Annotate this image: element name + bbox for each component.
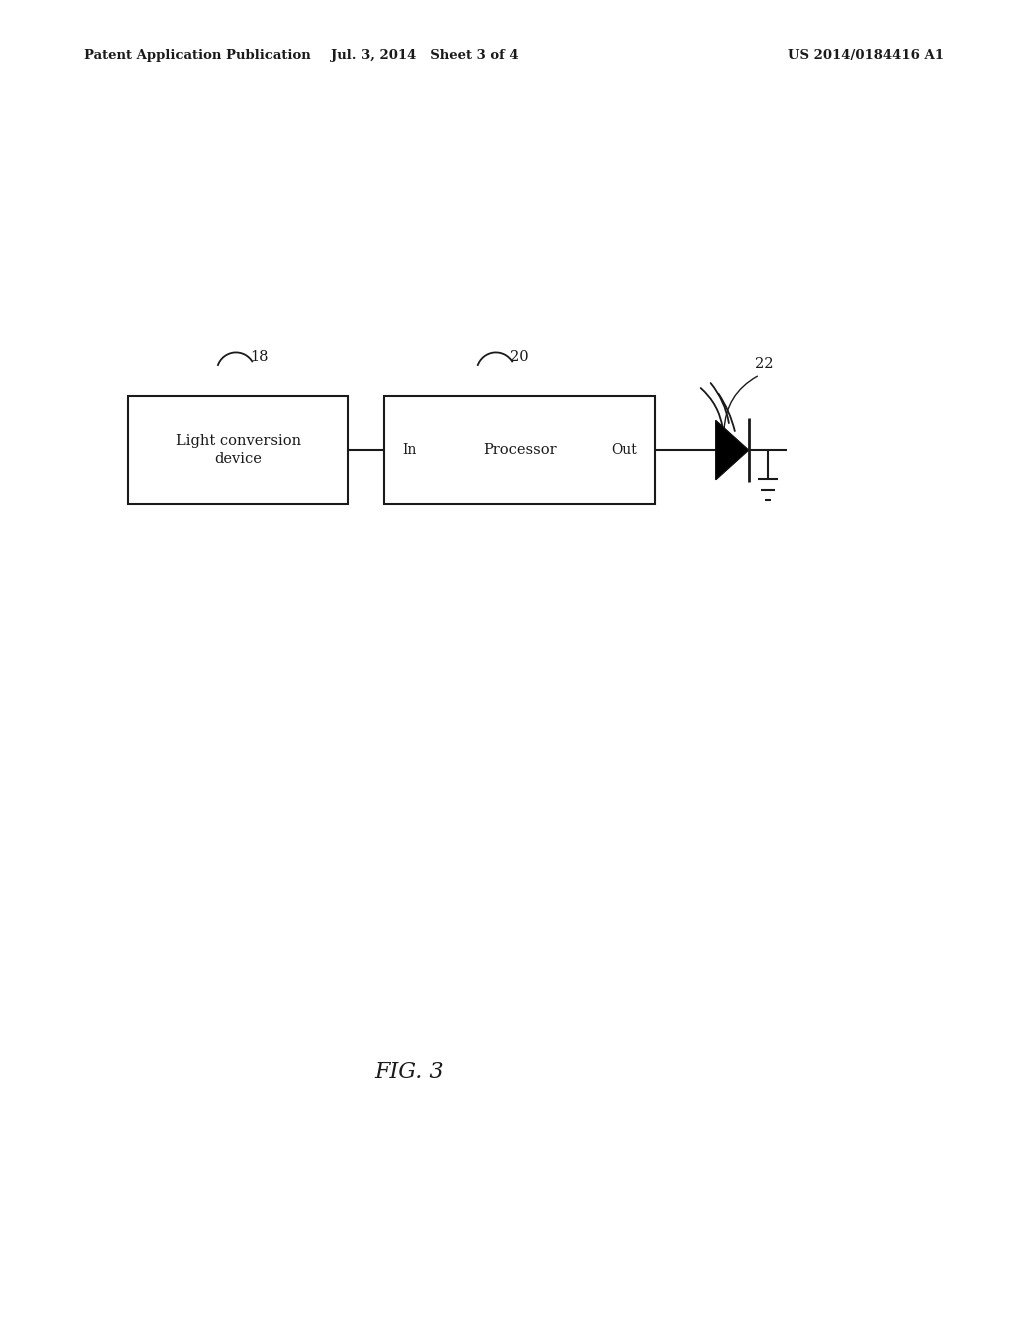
FancyArrowPatch shape [724, 376, 758, 430]
Text: Patent Application Publication: Patent Application Publication [84, 49, 310, 62]
Text: 20: 20 [510, 350, 528, 364]
Polygon shape [716, 421, 749, 479]
Text: 18: 18 [250, 350, 269, 364]
Bar [128, 396, 348, 504]
Text: FIG. 3: FIG. 3 [375, 1061, 444, 1082]
Text: Light conversion
device: Light conversion device [175, 434, 301, 466]
Text: In: In [402, 444, 417, 457]
FancyArrowPatch shape [719, 393, 735, 432]
Bar [384, 396, 655, 504]
FancyArrowPatch shape [700, 388, 723, 429]
FancyArrowPatch shape [711, 383, 729, 424]
Text: Out: Out [611, 444, 637, 457]
Text: Jul. 3, 2014   Sheet 3 of 4: Jul. 3, 2014 Sheet 3 of 4 [331, 49, 519, 62]
Text: 22: 22 [755, 356, 773, 371]
Text: Processor: Processor [483, 444, 556, 457]
Text: US 2014/0184416 A1: US 2014/0184416 A1 [788, 49, 944, 62]
